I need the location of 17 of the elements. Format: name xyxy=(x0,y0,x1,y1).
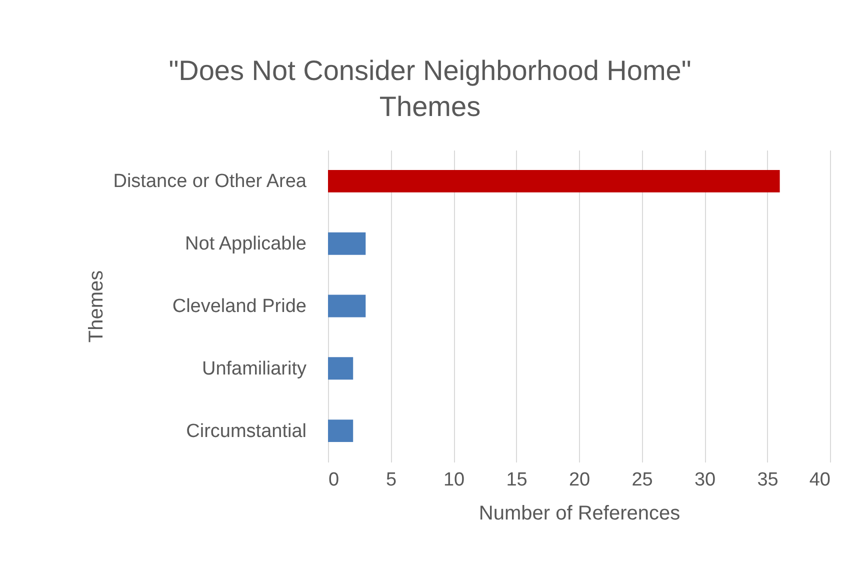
x-tick-label: 20 xyxy=(568,470,590,490)
y-tick-label: Cleveland Pride xyxy=(172,296,306,317)
x-tick-label: 25 xyxy=(632,470,653,490)
x-tick-label: 40 xyxy=(809,470,830,490)
x-tick-label: 30 xyxy=(694,470,716,490)
x-tick-label: 0 xyxy=(328,470,340,490)
y-tick-label: Not Applicable xyxy=(185,234,306,255)
x-tick-label: 35 xyxy=(757,470,778,490)
y-axis-title: Themes xyxy=(86,270,108,343)
y-tick-label: Circumstantial xyxy=(186,420,306,442)
x-tick-label: 10 xyxy=(443,470,465,490)
chart-title: "Does Not Consider Neighborhood Home" Themes xyxy=(168,55,692,122)
x-tick-label: 15 xyxy=(506,470,528,490)
x-axis-title: Number of References xyxy=(478,502,680,524)
y-tick-label: Unfamiliarity xyxy=(202,358,307,380)
y-tick-label: Distance or Other Area xyxy=(113,171,307,192)
x-tick-label: 5 xyxy=(386,470,397,490)
